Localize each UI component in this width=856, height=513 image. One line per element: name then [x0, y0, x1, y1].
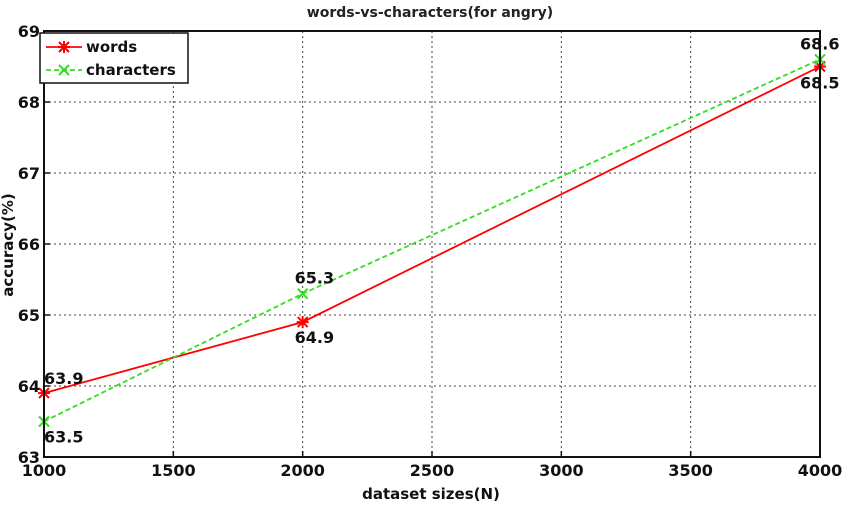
y-tick-label: 66 — [18, 235, 40, 254]
x-axis-label: dataset sizes(N) — [362, 485, 500, 503]
chart-title: words-vs-characters(for angry) — [307, 5, 553, 21]
words-point — [296, 316, 309, 329]
legend-marker — [58, 64, 70, 76]
tick-labels: 1000 1500 2000 2500 3000 3500 4000 63 64 65 66 67 68… — [18, 22, 843, 480]
x-tick-label: 4000 — [798, 461, 843, 480]
x-tick-label: 2000 — [280, 461, 325, 480]
words-data-label: 64.9 — [295, 328, 334, 347]
x-tick-label: 3000 — [539, 461, 584, 480]
y-tick-label: 65 — [18, 306, 40, 325]
x-tick-label: 1000 — [22, 461, 67, 480]
x-tick-label: 1500 — [151, 461, 196, 480]
y-tick-label: 63 — [18, 448, 40, 467]
legend-label: characters — [86, 61, 176, 79]
y-tick-label: 68 — [18, 93, 40, 112]
plot-border — [43, 30, 821, 458]
legend-item-characters: characters — [46, 61, 176, 79]
y-tick-label: 64 — [18, 377, 40, 396]
x-tick-label: 3500 — [668, 461, 713, 480]
legend-marker — [58, 41, 70, 53]
legend-item-words: words — [46, 38, 137, 56]
legend-label: words — [86, 38, 137, 56]
characters-data-label: 65.3 — [295, 269, 334, 288]
characters-data-label: 63.5 — [44, 428, 83, 447]
y-axis-label: accuracy(%) — [0, 193, 17, 297]
y-tick-label: 69 — [18, 22, 40, 41]
words-data-label: 63.9 — [44, 369, 83, 388]
legend: words characters — [39, 32, 189, 84]
x-tick-label: 2500 — [410, 461, 455, 480]
y-tick-label: 67 — [18, 164, 40, 183]
characters-point — [296, 287, 309, 300]
